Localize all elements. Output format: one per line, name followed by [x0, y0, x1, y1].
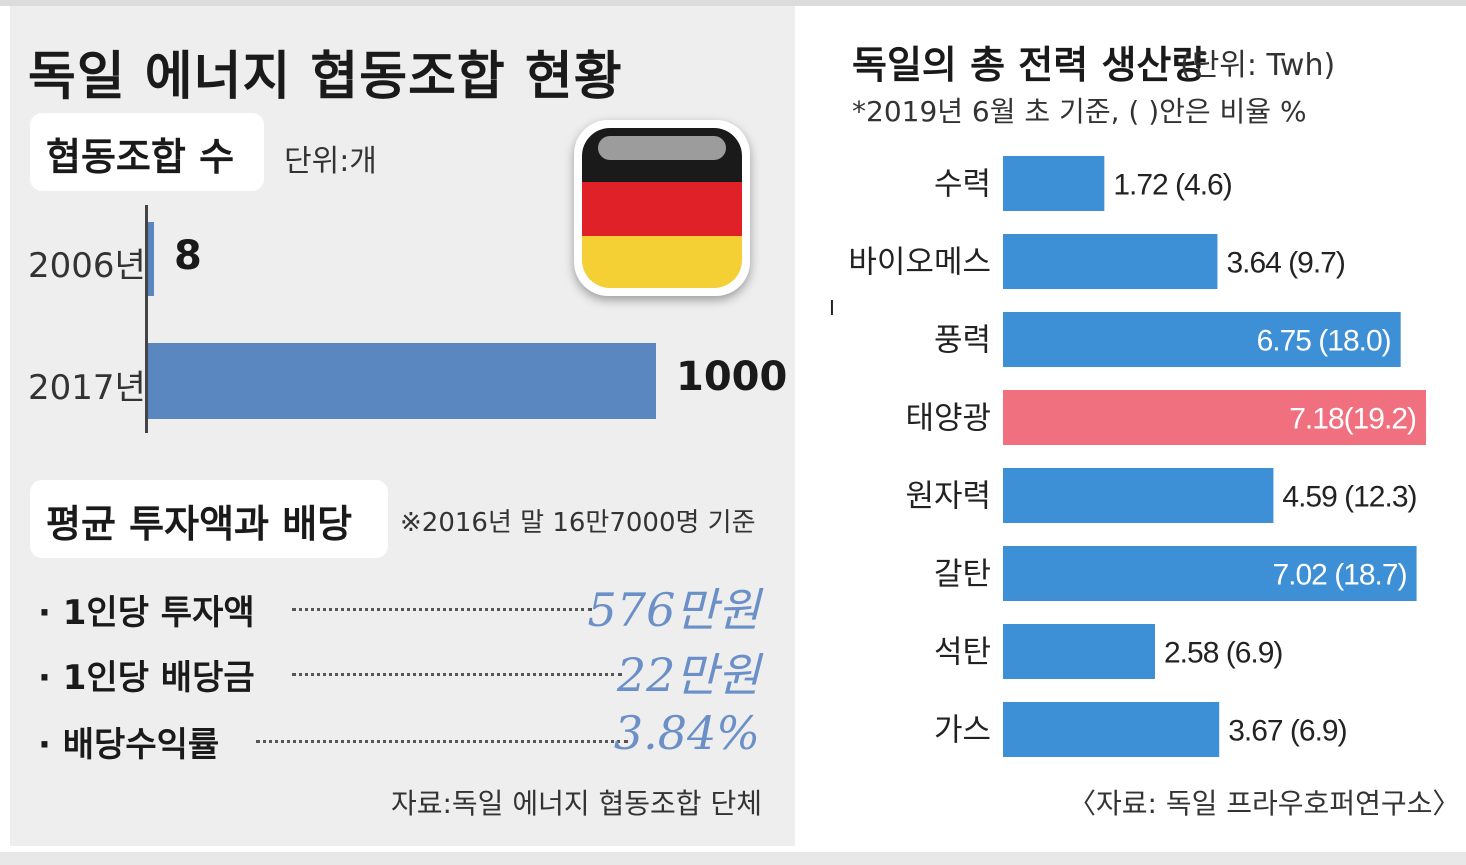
year-label-2006: 2006년 [28, 246, 146, 286]
data-label-2: 6.75 (18.0) [1257, 325, 1391, 358]
item-value-dividend: 22만원 [616, 648, 760, 702]
energy-bar-1 [1003, 234, 1218, 289]
category-label-1: 바이오메스 [848, 245, 991, 281]
top-border [0, 0, 1466, 6]
coop-axis-line [145, 205, 148, 433]
data-label-1: 3.64 (9.7) [1226, 247, 1344, 280]
category-label-7: 가스 [934, 713, 991, 749]
leader-dots [292, 673, 622, 676]
energy-bar-3 [1003, 390, 1426, 445]
energy-bar-5 [1003, 546, 1417, 601]
flag-gloss [598, 136, 726, 160]
coop-value-2017: 1000 [676, 354, 788, 400]
energy-bar-2 [1003, 312, 1401, 367]
german-flag-icon [574, 120, 750, 296]
flag-stripe-gold [582, 236, 742, 288]
category-label-4: 원자력 [905, 479, 991, 515]
energy-bar-4 [1003, 468, 1274, 523]
chart-source: 〈자료: 독일 프라우호퍼연구소〉 [1068, 787, 1461, 820]
leader-dots [292, 608, 592, 611]
item-label-investment: · 1인당 투자액 [38, 593, 255, 633]
energy-bar-7 [1003, 702, 1220, 757]
data-label-0: 1.72 (4.6) [1113, 169, 1231, 202]
category-label-2: 풍력 [934, 323, 991, 359]
coop-count-label: 협동조합 수 [46, 135, 235, 179]
category-label-6: 석탄 [934, 635, 991, 671]
leader-dots [256, 740, 628, 743]
coop-count-unit: 단위:개 [284, 144, 377, 179]
main-title: 독일 에너지 협동조합 현황 [28, 47, 623, 107]
coop-count-label-box [30, 113, 264, 191]
coop-bar-2006 [148, 222, 154, 296]
item-label-dividend: · 1인당 배당금 [38, 658, 255, 698]
text-cursor-icon: I [829, 296, 835, 320]
flag-stripe-red [582, 182, 742, 236]
category-label-5: 갈탄 [934, 557, 991, 593]
coop-bar-2017 [148, 343, 656, 419]
investment-note: ※2016년 말 16만7000명 기준 [400, 508, 756, 538]
chart-subtitle: *2019년 6월 초 기준, ( )안은 비율 % [852, 95, 1307, 128]
chart-title: 독일의 총 전력 생산량 [852, 43, 1207, 87]
coop-value-2006: 8 [174, 233, 202, 279]
investment-label: 평균 투자액과 배당 [46, 502, 353, 546]
item-value-yield: 3.84% [613, 706, 760, 760]
left-source: 자료:독일 에너지 협동조합 단체 [390, 787, 762, 820]
bottom-border [0, 852, 1466, 865]
energy-bar-0 [1003, 156, 1105, 211]
data-label-5: 7.02 (18.7) [1272, 559, 1406, 592]
category-label-3: 태양광 [905, 401, 991, 437]
chart-unit: (단위: Twh) [1180, 48, 1336, 83]
data-label-6: 2.58 (6.9) [1164, 637, 1282, 670]
item-value-investment: 576만원 [587, 583, 760, 637]
category-label-0: 수력 [934, 167, 991, 203]
investment-label-box [30, 480, 388, 558]
year-label-2017: 2017년 [28, 368, 146, 408]
item-label-yield: · 배당수익률 [38, 725, 220, 765]
data-label-4: 4.59 (12.3) [1282, 481, 1416, 514]
data-label-3: 7.18(19.2) [1289, 403, 1416, 436]
data-label-7: 3.67 (6.9) [1228, 715, 1346, 748]
energy-bar-6 [1003, 624, 1155, 679]
